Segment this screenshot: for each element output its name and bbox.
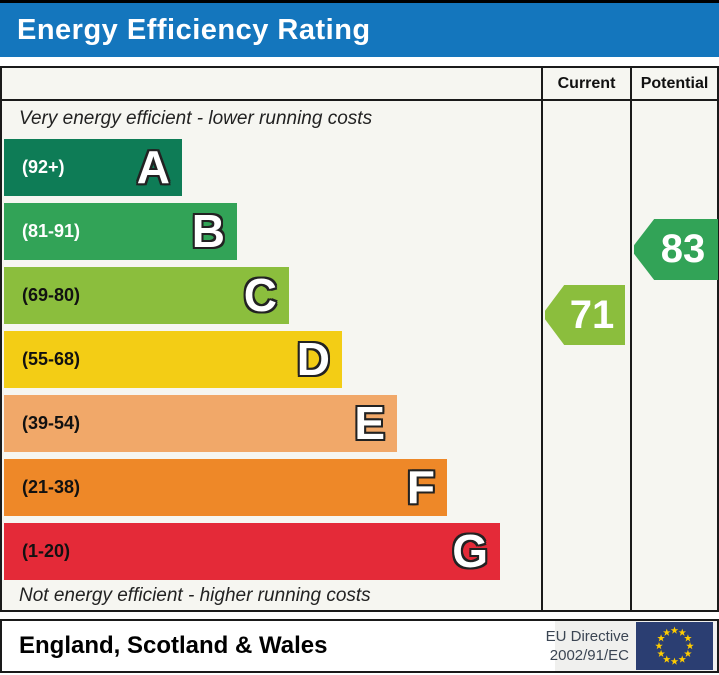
band-letter: F — [406, 461, 435, 513]
band-range: (21-38) — [22, 477, 81, 497]
potential-arrow: 83 — [634, 219, 718, 280]
band-c: (69-80) C — [4, 267, 289, 324]
title-bar: Energy Efficiency Rating — [0, 3, 719, 57]
column-header-potential: Potential — [640, 75, 709, 92]
page-title: Energy Efficiency Rating — [17, 13, 371, 46]
band-range: (69-80) — [22, 285, 81, 305]
column-divider-potential — [630, 68, 632, 610]
band-f: (21-38) F — [4, 459, 447, 516]
note-very-efficient: Very energy efficient - lower running co… — [19, 108, 373, 129]
band-range: (81-91) — [22, 221, 81, 241]
band-range: (92+) — [22, 157, 65, 177]
band-letter: A — [136, 141, 170, 193]
eu-flag-icon — [636, 622, 713, 670]
current-value: 71 — [569, 292, 615, 337]
footer-bar: England, Scotland & Wales EU Directive 2… — [0, 619, 719, 673]
band-letter: D — [296, 333, 330, 385]
band-a: (92+) A — [4, 139, 182, 196]
band-b: (81-91) B — [4, 203, 237, 260]
band-letter: B — [191, 205, 225, 257]
potential-value: 83 — [660, 227, 706, 271]
band-d: (55-68) D — [4, 331, 342, 388]
column-header-current: Current — [557, 75, 616, 92]
band-letter: G — [452, 525, 488, 577]
band-letter: C — [243, 269, 277, 321]
band-letter: E — [354, 397, 385, 449]
band-range: (1-20) — [22, 541, 71, 561]
band-e: (39-54) E — [4, 395, 397, 452]
current-arrow: 71 — [545, 285, 625, 345]
top-border-line — [0, 0, 719, 3]
region-label: England, Scotland & Wales — [19, 632, 328, 659]
column-divider-current — [541, 68, 543, 610]
rating-chart: Current Potential Very energy efficient … — [0, 66, 719, 612]
note-not-efficient: Not energy efficient - higher running co… — [19, 585, 371, 606]
band-g: (1-20) G — [4, 523, 500, 580]
band-range: (39-54) — [22, 413, 81, 433]
band-range: (55-68) — [22, 349, 81, 369]
header-divider — [2, 99, 717, 101]
eu-directive-label: EU Directive 2002/91/EC — [545, 628, 629, 664]
